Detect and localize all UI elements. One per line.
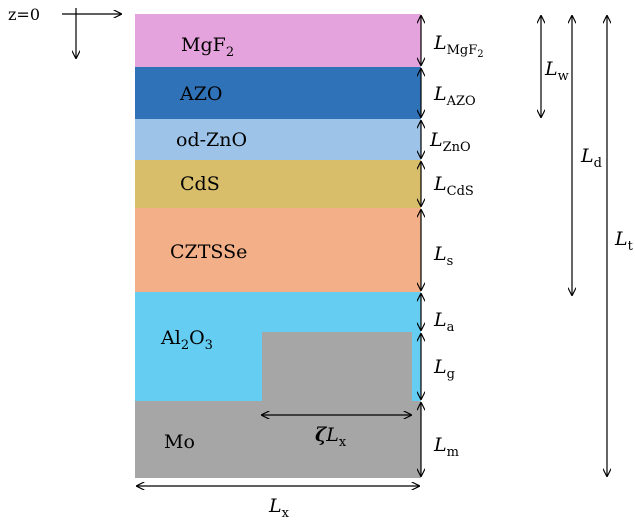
grating-block xyxy=(262,332,412,402)
dim-zeta-Lx: ζLx xyxy=(315,424,347,450)
label-mgf2: MgF2 xyxy=(181,34,234,60)
dim-L-s: Ls xyxy=(433,243,453,269)
dim-L-m: Lm xyxy=(433,434,459,460)
layer-azo xyxy=(135,67,421,119)
layer-mgf2 xyxy=(135,14,421,67)
dim-L-d: Ld xyxy=(580,145,602,171)
dim-L-cds: LCdS xyxy=(433,173,474,199)
label-znO: od-ZnO xyxy=(176,129,247,151)
dim-L-t: Lt xyxy=(614,228,634,254)
z0-label: z=0 xyxy=(8,5,40,24)
layer-cds xyxy=(135,160,421,208)
layer-zno xyxy=(135,119,421,160)
label-azo: AZO xyxy=(179,83,223,105)
dim-L-azo: LAZO xyxy=(433,83,476,109)
dim-L-g: Lg xyxy=(433,356,455,382)
dim-L-x: Lx xyxy=(268,495,290,521)
dim-L-mgf2: LMgF2 xyxy=(433,32,484,60)
label-al2o3: Al2O3 xyxy=(160,327,213,353)
dim-L-zno: LZnO xyxy=(429,129,471,155)
dim-L-w: Lw xyxy=(544,58,569,84)
label-cds: CdS xyxy=(180,173,220,195)
label-cztsse: CZTSSe xyxy=(170,241,247,263)
layer-cztsse xyxy=(135,208,421,292)
dim-L-a: La xyxy=(433,309,455,335)
label-mo: Mo xyxy=(164,431,195,453)
